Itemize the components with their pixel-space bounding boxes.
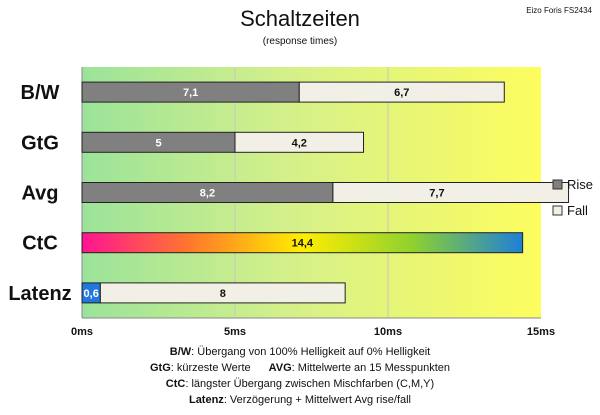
bar-latenz-fall — [99, 282, 346, 304]
footnote-gtg-key: GtG — [149, 362, 171, 374]
category-label-gtg: GtG — [21, 132, 59, 154]
bar-ctc-ctc — [81, 232, 524, 254]
footnote-gtg-text: : kürzeste Werte — [170, 362, 251, 374]
footnote-ctc: CtC: längster Übergang zwischen Mischfar… — [0, 376, 600, 392]
x-tick-label-10: 10ms — [374, 326, 402, 338]
bar-avg-fall — [332, 182, 570, 203]
footnote-avg-key: AVG — [268, 362, 292, 374]
footnote-bw: B/W: Übergang von 100% Helligkeit auf 0%… — [0, 344, 600, 360]
footnote-latenz: Latenz: Verzögerung + Mittelwert Avg ris… — [0, 392, 600, 408]
data-label-gtg-rise: 5 — [155, 137, 161, 149]
footnote-ctc-text: : längster Übergang zwischen Mischfarben… — [185, 378, 435, 390]
data-label-b-w-rise: 7,1 — [183, 87, 198, 99]
bar-gtg-fall — [234, 131, 365, 153]
data-label-b-w-fall: 6,7 — [394, 87, 409, 99]
category-label-avg: Avg — [21, 183, 58, 205]
data-label-avg-rise: 8,2 — [200, 188, 215, 200]
category-label-ctc: CtC — [22, 233, 58, 255]
legend-label-rise: Rise — [567, 177, 593, 192]
legend-swatch-rise — [552, 179, 563, 190]
x-tick-label-0: 0ms — [71, 326, 93, 338]
footnotes: B/W: Übergang von 100% Helligkeit auf 0%… — [0, 344, 600, 408]
legend-swatch-fall — [552, 205, 563, 216]
footnote-bw-text: : Übergang von 100% Helligkeit auf 0% He… — [191, 346, 431, 358]
data-label-avg-fall: 7,7 — [429, 188, 444, 200]
chart-svg: 0ms 5ms 10ms 15ms B/W 7,1 6,7 GtG 5 4,2 Avg 8,2 7,7 C… — [8, 67, 593, 338]
bar-b-w-fall — [298, 81, 505, 103]
footnote-latenz-key: Latenz — [188, 394, 224, 406]
x-tick-label-5: 5ms — [224, 326, 246, 338]
x-tick-label-15: 15ms — [527, 326, 555, 338]
legend-label-fall: Fall — [567, 203, 588, 218]
chart-subtitle: (response times) — [262, 36, 338, 47]
data-label-latenz-latency: 0,6 — [84, 288, 99, 300]
category-label-latenz: Latenz — [8, 283, 71, 305]
footnote-gtg-avg: GtG: kürzeste Werte AVG: Mittelwerte an 1… — [0, 360, 600, 376]
category-label-b-w: B/W — [21, 82, 60, 104]
monitor-model-label: Eizo Foris FS2434 — [526, 6, 592, 15]
data-label-ctc-ctc: 14,4 — [292, 238, 314, 250]
data-label-gtg-fall: 4,2 — [292, 137, 307, 149]
footnote-avg-text: : Mittelwerte an 15 Messpunkten — [291, 362, 451, 374]
data-label-latenz-fall: 8 — [220, 288, 226, 300]
footnote-latenz-text: : Verzögerung + Mittelwert Avg rise/fall — [223, 394, 412, 406]
chart-title: Schaltzeiten — [240, 6, 360, 31]
footnote-bw-key: B/W — [169, 346, 192, 358]
footnote-ctc-key: CtC — [165, 378, 186, 390]
